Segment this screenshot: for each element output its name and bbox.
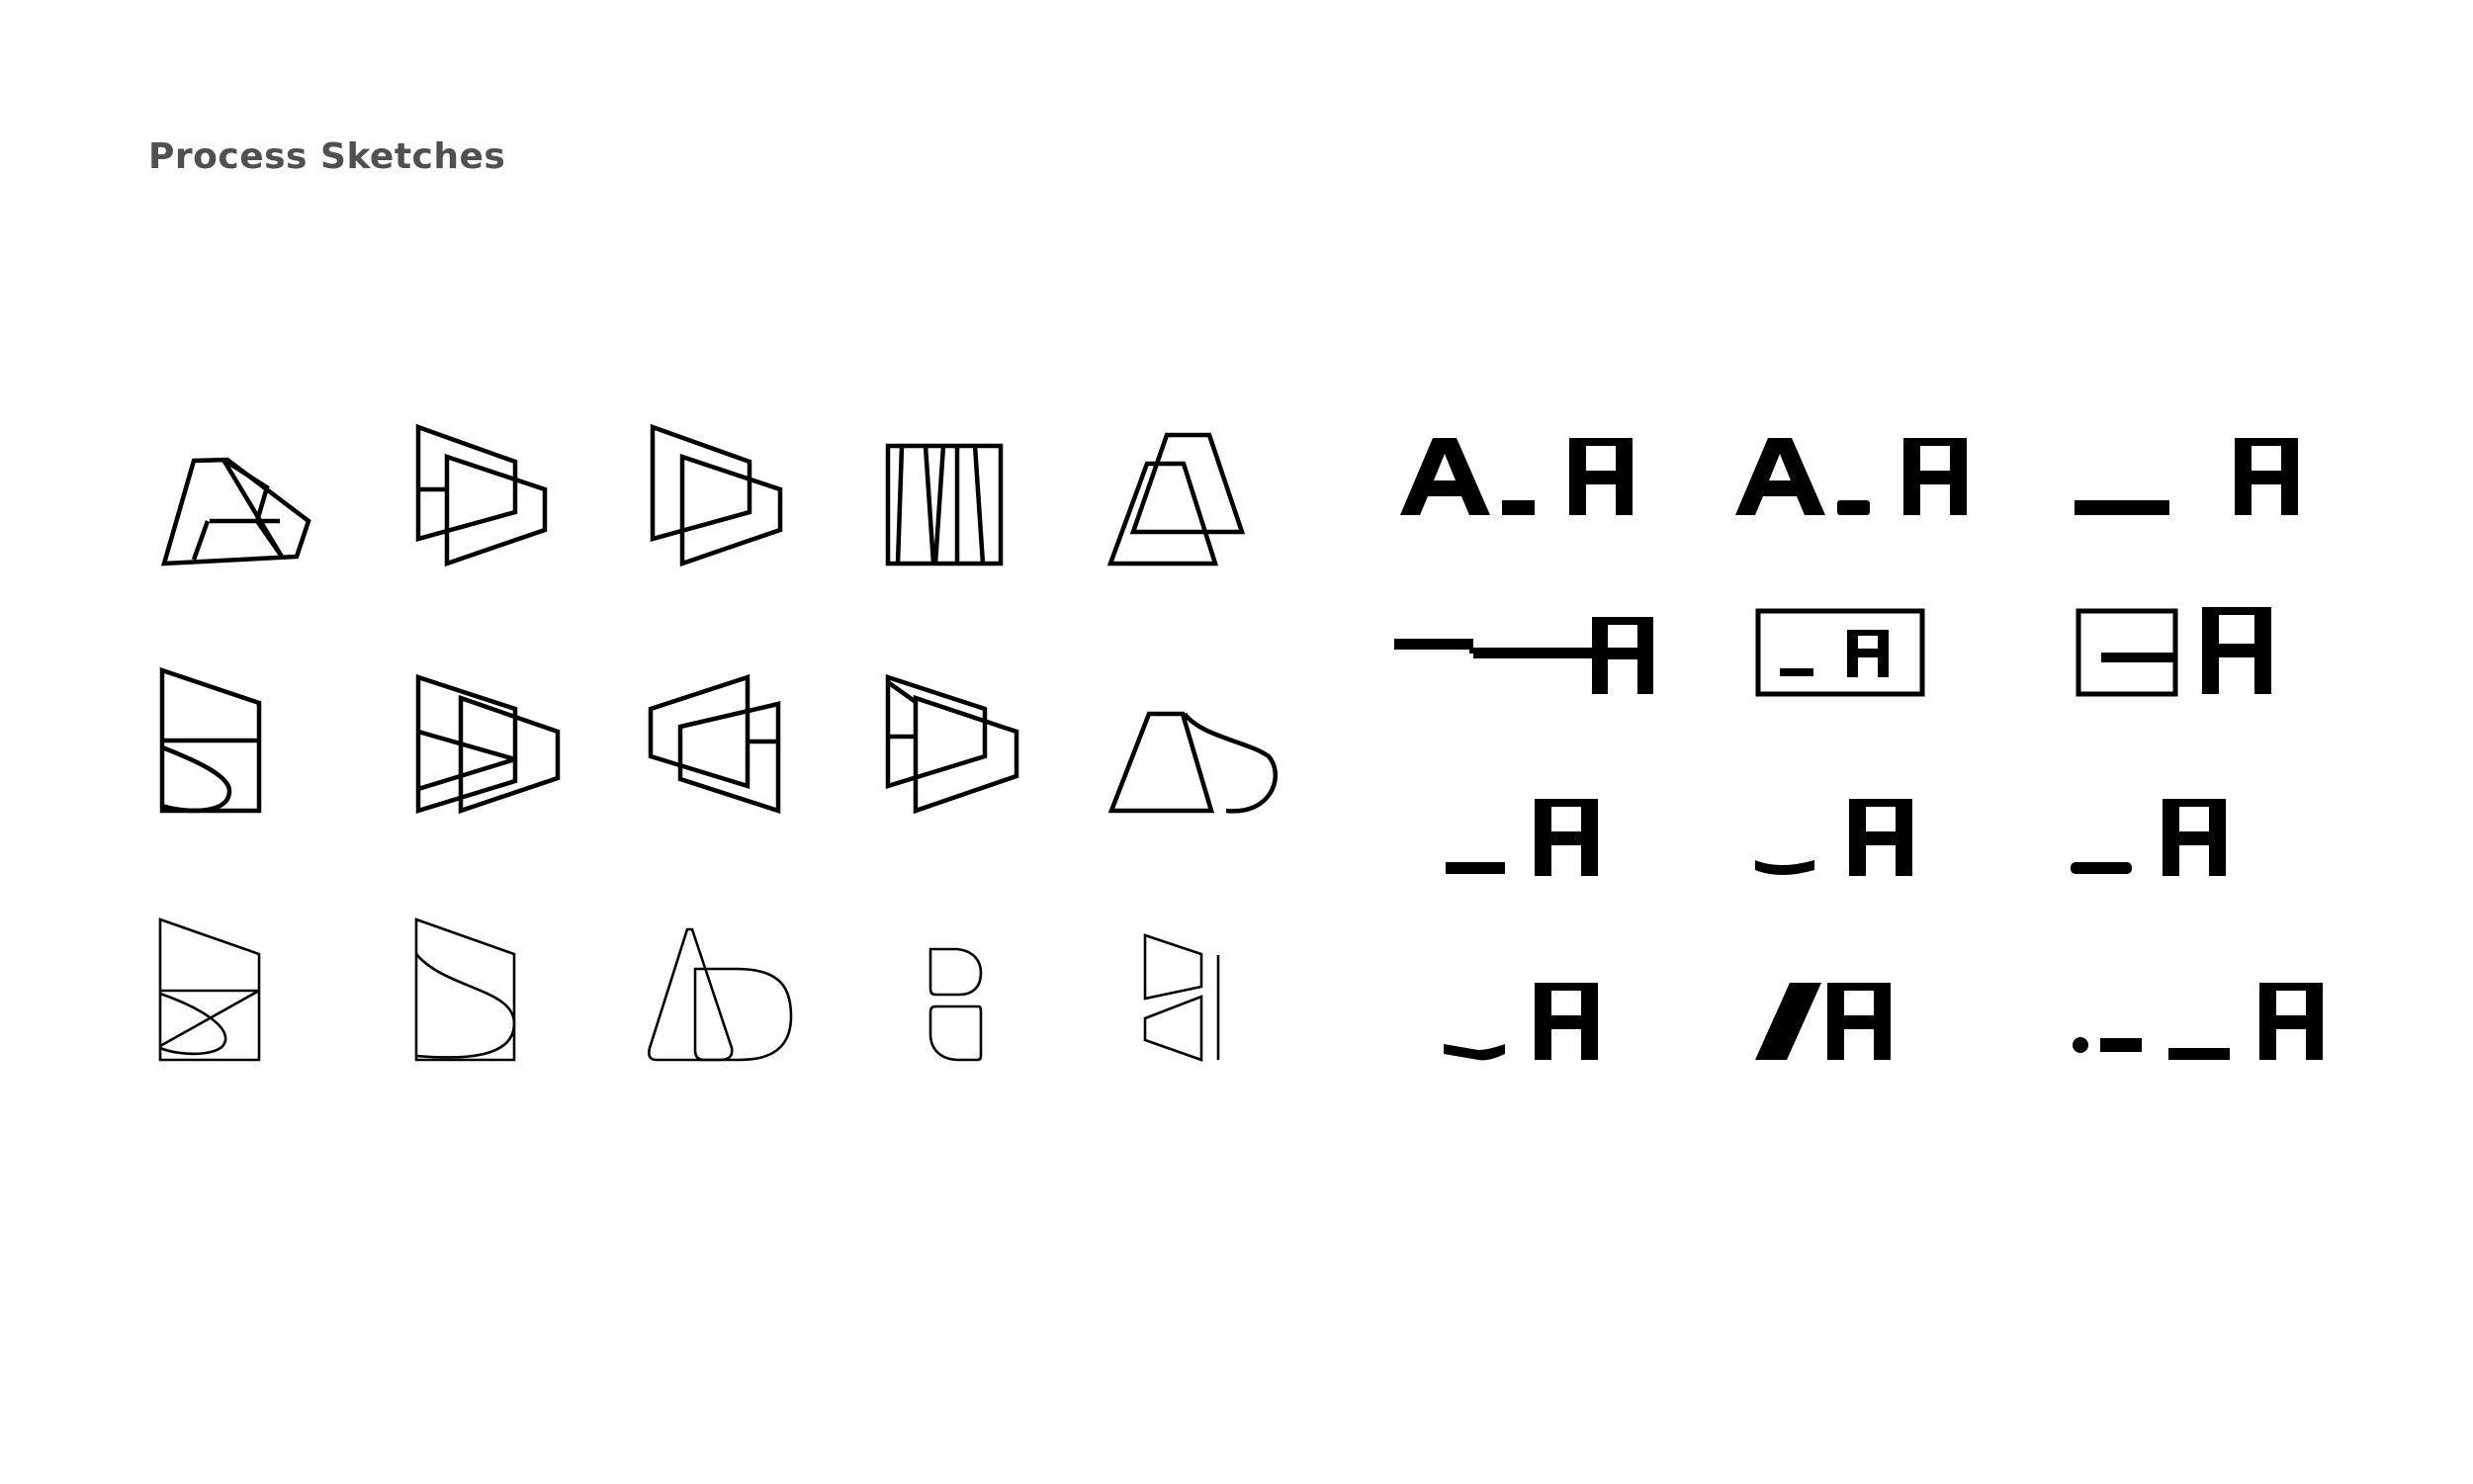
page-title: Process Sketches (148, 136, 506, 177)
thin-wedges-sketch (1143, 933, 1220, 1062)
a-with-wave-sketch (1107, 711, 1279, 814)
wordmark-a-underscore-h-2 (1735, 438, 1967, 515)
thin-d-halves-sketch (928, 947, 983, 1062)
wordmark-stepped-bar-h (1394, 617, 1653, 694)
s-curve-box-sketch (159, 666, 262, 814)
layered-trapezoid-sketch (415, 673, 561, 815)
interlocked-trapezoid-sketch (648, 673, 781, 815)
thin-s-curve-sketch (414, 917, 516, 1062)
overlapping-parallelogram-sketch (160, 457, 311, 567)
wordmark-underscore-h-1 (1446, 799, 1598, 876)
wordmark-hooked-underscore-h (1444, 983, 1598, 1061)
wordmark-dot-dash-h (2073, 983, 2323, 1060)
offset-trapezoid-sketch (650, 423, 783, 567)
wordmark-slash-h (1755, 983, 1891, 1060)
wordmark-curved-underscore-h (1755, 799, 1912, 876)
thin-s-lines-sketch (158, 917, 261, 1062)
double-a-sketch (1106, 432, 1246, 567)
angled-trapezoid-sketch (885, 673, 1019, 815)
vertical-bars-sketch (885, 443, 1004, 567)
wordmark-square-h (2076, 607, 2271, 697)
wordmark-boxed-h (1755, 608, 1925, 697)
thin-a-d-sketch (648, 927, 793, 1062)
wordmark-a-underscore-h-1 (1400, 438, 1633, 515)
nested-trapezoid-sketch (415, 423, 548, 567)
wordmark-rounded-underscore-h (2071, 799, 2226, 876)
wordmark-long-bar-h (2075, 438, 2298, 515)
